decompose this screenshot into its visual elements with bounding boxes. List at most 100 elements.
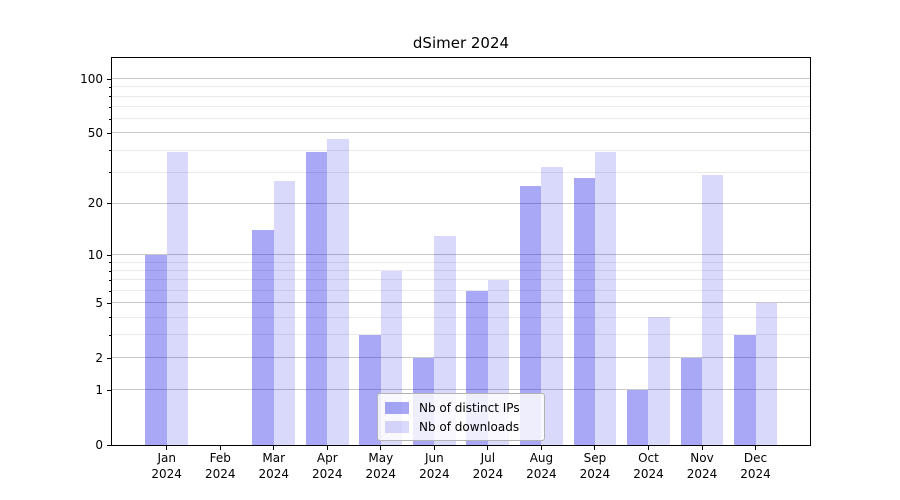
y-minor-tick-mark: [109, 118, 111, 120]
y-tick-mark: [107, 357, 111, 359]
x-tick-label: Mar 2024: [242, 451, 306, 482]
bar-nb-of-downloads: [327, 139, 349, 445]
x-tick-label: Apr 2024: [295, 451, 359, 482]
bar-nb-of-distinct-ips: [627, 389, 649, 445]
minor-gridline: [112, 95, 810, 97]
x-tick-mark: [219, 446, 221, 450]
major-gridline: [112, 357, 810, 359]
minor-gridline: [112, 270, 810, 272]
x-tick-month: Feb: [209, 451, 231, 465]
bar-nb-of-distinct-ips: [145, 254, 167, 445]
major-gridline: [112, 132, 810, 134]
minor-gridline: [112, 290, 810, 292]
y-minor-tick-mark: [109, 172, 111, 174]
legend-row: Nb of downloads: [385, 418, 537, 435]
minor-gridline: [112, 118, 810, 120]
y-tick-label: 0: [95, 438, 103, 452]
x-tick-mark: [487, 446, 489, 450]
y-minor-tick-mark: [109, 262, 111, 264]
minor-gridline: [112, 149, 810, 151]
bar-nb-of-distinct-ips: [520, 186, 542, 445]
x-tick-mark: [701, 446, 703, 450]
x-tick-mark: [594, 446, 596, 450]
x-tick-mark: [755, 446, 757, 450]
bar-nb-of-downloads: [273, 180, 296, 445]
minor-gridline: [112, 334, 810, 336]
legend-swatch: [385, 401, 409, 414]
major-gridline: [112, 202, 810, 204]
y-tick-mark: [107, 389, 111, 391]
legend-swatch: [385, 420, 409, 433]
y-minor-tick-mark: [109, 106, 111, 108]
x-tick-label: May 2024: [349, 451, 413, 482]
bar-nb-of-downloads: [541, 167, 563, 445]
x-tick-month: Jan: [157, 451, 176, 465]
minor-gridline: [112, 279, 810, 281]
bar-nb-of-downloads: [166, 152, 189, 445]
y-minor-tick-mark: [109, 270, 111, 272]
x-tick-month: Apr: [316, 451, 338, 465]
major-gridline: [112, 302, 810, 304]
y-minor-tick-mark: [109, 334, 111, 336]
bar-nb-of-distinct-ips: [573, 177, 595, 445]
bar-nb-of-downloads: [755, 302, 777, 445]
x-tick-month: Oct: [638, 451, 659, 465]
x-tick-mark: [166, 446, 168, 450]
y-tick-label: 10: [87, 247, 103, 262]
x-tick-month: Sep: [583, 451, 607, 465]
x-tick-mark: [326, 446, 328, 450]
major-gridline: [112, 254, 810, 256]
bar-nb-of-downloads: [594, 152, 617, 445]
y-tick-label: 100: [80, 71, 103, 86]
minor-gridline: [112, 316, 810, 318]
x-tick-year: 2024: [204, 466, 236, 481]
y-tick-mark: [107, 203, 111, 205]
x-tick-label: Dec 2024: [724, 451, 788, 482]
x-tick-year: 2024: [365, 466, 397, 481]
y-tick-mark: [107, 254, 111, 256]
x-tick-mark: [433, 446, 435, 450]
bar-nb-of-distinct-ips: [252, 230, 274, 445]
x-tick-year: 2024: [686, 466, 718, 481]
x-tick-label: Feb 2024: [188, 451, 252, 482]
x-tick-month: Aug: [529, 451, 554, 465]
legend: Nb of distinct IPs Nb of downloads: [377, 393, 545, 441]
x-tick-mark: [380, 446, 382, 450]
x-tick-label: Aug 2024: [509, 451, 573, 482]
x-tick-year: 2024: [258, 466, 290, 481]
x-tick-label: Jun 2024: [402, 451, 466, 482]
x-tick-year: 2024: [579, 466, 611, 481]
minor-gridline: [112, 261, 810, 263]
chart-title: dSimer 2024: [412, 34, 510, 52]
bar-nb-of-downloads: [702, 175, 724, 445]
x-tick-label: Jan 2024: [135, 451, 199, 482]
bar-nb-of-distinct-ips: [359, 334, 381, 445]
y-tick-label: 20: [87, 196, 103, 211]
x-tick-mark: [647, 446, 649, 450]
legend-label: Nb of distinct IPs: [419, 400, 520, 415]
y-minor-tick-mark: [109, 150, 111, 152]
y-minor-tick-mark: [109, 290, 111, 292]
x-tick-label: Nov 2024: [670, 451, 734, 482]
bar-nb-of-distinct-ips: [734, 334, 756, 445]
x-tick-label: Oct 2024: [616, 451, 680, 482]
y-tick-mark: [107, 78, 111, 80]
legend-label: Nb of downloads: [419, 419, 520, 434]
y-tick-label: 1: [95, 382, 103, 397]
y-tick-mark: [107, 302, 111, 304]
y-minor-tick-mark: [109, 96, 111, 98]
major-gridline: [112, 78, 810, 80]
x-tick-year: 2024: [419, 466, 450, 481]
bar-nb-of-distinct-ips: [680, 357, 702, 445]
x-tick-label: Sep 2024: [563, 451, 627, 482]
x-tick-month: Mar: [262, 451, 286, 465]
x-tick-year: 2024: [633, 466, 664, 481]
legend-row: Nb of distinct IPs: [385, 399, 537, 416]
x-tick-year: 2024: [526, 466, 557, 481]
y-tick-mark: [107, 132, 111, 134]
x-tick-year: 2024: [151, 466, 182, 481]
x-tick-label: Jul 2024: [456, 451, 520, 482]
bar-nb-of-downloads: [434, 235, 456, 445]
x-tick-month: Jun: [424, 451, 444, 465]
